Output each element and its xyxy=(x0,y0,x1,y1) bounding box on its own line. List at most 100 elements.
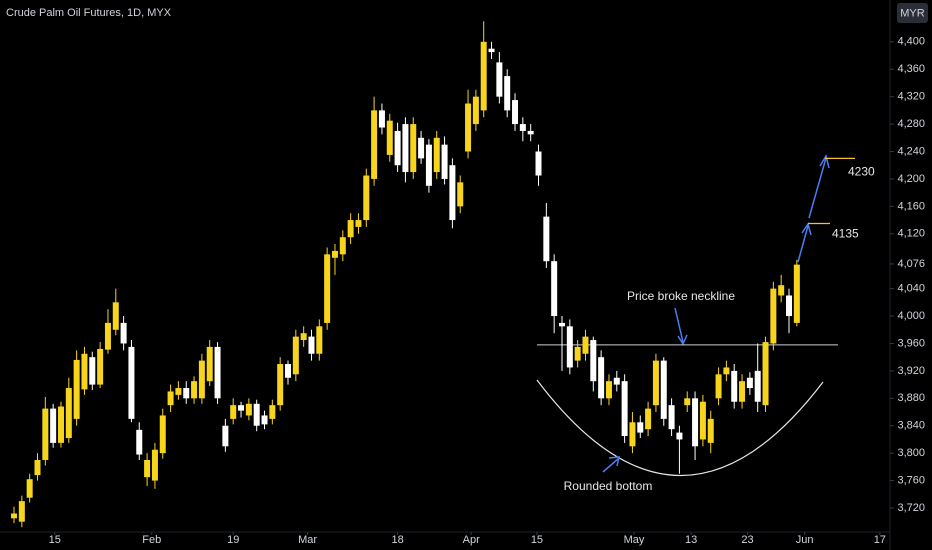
candle-body xyxy=(637,422,644,433)
candle-body xyxy=(277,364,284,406)
x-tick-label: 15 xyxy=(531,534,543,546)
candle-body xyxy=(175,388,182,395)
candle-body xyxy=(496,62,503,97)
neckline-label: Price broke neckline xyxy=(627,289,735,303)
candle-body xyxy=(684,398,691,406)
candle-body xyxy=(652,360,659,406)
y-tick-label: 3,960 xyxy=(897,337,925,349)
candle-body xyxy=(668,405,675,430)
target-arrow-1 xyxy=(797,225,809,263)
candle-body xyxy=(73,359,80,419)
candle-body xyxy=(754,370,761,402)
currency-label[interactable]: MYR xyxy=(900,7,925,19)
candle-body xyxy=(144,460,151,478)
candle-body xyxy=(457,182,464,207)
candle-body xyxy=(191,381,198,399)
candle-body xyxy=(590,340,597,382)
candle-body xyxy=(363,175,370,221)
neckline-arrow-head xyxy=(677,334,688,346)
x-tick-label: Mar xyxy=(298,534,317,546)
x-tick-label: 17 xyxy=(874,534,886,546)
y-tick-label: 3,720 xyxy=(897,502,925,514)
candle-body xyxy=(206,346,213,382)
candle-body xyxy=(34,460,41,476)
candle-body xyxy=(488,48,495,53)
candle-body xyxy=(465,103,472,152)
x-tick-label: 13 xyxy=(685,534,697,546)
candle-body xyxy=(89,357,96,385)
y-tick-label: 4,240 xyxy=(897,145,925,157)
y-tick-label: 3,800 xyxy=(897,447,925,459)
candle-body xyxy=(151,449,158,481)
y-tick-label: 3,840 xyxy=(897,420,925,432)
candle-body xyxy=(128,346,135,419)
candle-body xyxy=(535,151,542,176)
candle-body xyxy=(386,120,393,155)
candle-body xyxy=(42,408,49,461)
candle-body xyxy=(285,364,292,378)
candle-body xyxy=(136,429,143,455)
candle-body xyxy=(167,391,174,406)
candle-body xyxy=(558,322,565,327)
x-tick-label: May xyxy=(624,534,645,546)
candle-body xyxy=(441,144,448,179)
y-tick-label: 4,200 xyxy=(897,173,925,185)
candle-body xyxy=(316,326,323,354)
rounded-bottom-curve xyxy=(536,379,824,476)
target-label: 4230 xyxy=(848,165,875,179)
candle-body xyxy=(214,346,221,399)
candle-body xyxy=(331,250,338,258)
candle-body xyxy=(120,322,127,344)
candle-body xyxy=(770,288,777,344)
candle-body xyxy=(793,264,800,323)
candle-body xyxy=(676,432,683,440)
candle-body xyxy=(449,165,456,221)
candle-body xyxy=(347,220,354,238)
x-tick-label: 23 xyxy=(741,534,753,546)
bottom-arrow-head xyxy=(608,456,620,467)
candle-body xyxy=(707,418,714,443)
neckline-arrow xyxy=(674,307,684,343)
candle-body xyxy=(18,501,25,522)
candle-body xyxy=(699,401,706,440)
candle-body xyxy=(104,322,111,350)
y-tick-label: 4,040 xyxy=(897,283,925,295)
candle-body xyxy=(629,422,636,447)
candle-body xyxy=(746,377,753,389)
candle-body xyxy=(50,408,57,443)
y-tick-label: 4,076 xyxy=(897,258,925,270)
candle-body xyxy=(238,405,245,411)
candle-body xyxy=(762,342,769,406)
candle-body xyxy=(269,405,276,419)
candle-body xyxy=(786,295,793,317)
candle-body xyxy=(723,367,730,375)
candle-body xyxy=(778,285,785,296)
candle-body xyxy=(512,100,519,125)
currency-button[interactable] xyxy=(897,3,928,23)
y-tick-label: 3,760 xyxy=(897,474,925,486)
candle-body xyxy=(292,336,299,375)
candle-body xyxy=(261,415,268,425)
candle-body xyxy=(519,124,526,131)
candle-body xyxy=(81,353,88,390)
rounded-bottom-label: Rounded bottom xyxy=(564,479,653,493)
candle-body xyxy=(598,357,605,399)
y-tick-label: 4,160 xyxy=(897,200,925,212)
candle-body xyxy=(245,403,252,416)
candle-body xyxy=(613,377,620,385)
candle-body xyxy=(394,130,401,166)
candle-body xyxy=(731,370,738,402)
chart-title: Crude Palm Oil Futures, 1D, MYX xyxy=(6,7,172,19)
y-tick-label: 4,320 xyxy=(897,91,925,103)
candle-body xyxy=(402,124,409,173)
candle-body xyxy=(645,408,652,430)
candle-body xyxy=(308,336,315,354)
candle-body xyxy=(11,513,18,519)
candle-body xyxy=(230,405,237,419)
y-tick-label: 4,120 xyxy=(897,228,925,240)
x-tick-label: Apr xyxy=(463,534,480,546)
x-tick-label: Feb xyxy=(142,534,161,546)
